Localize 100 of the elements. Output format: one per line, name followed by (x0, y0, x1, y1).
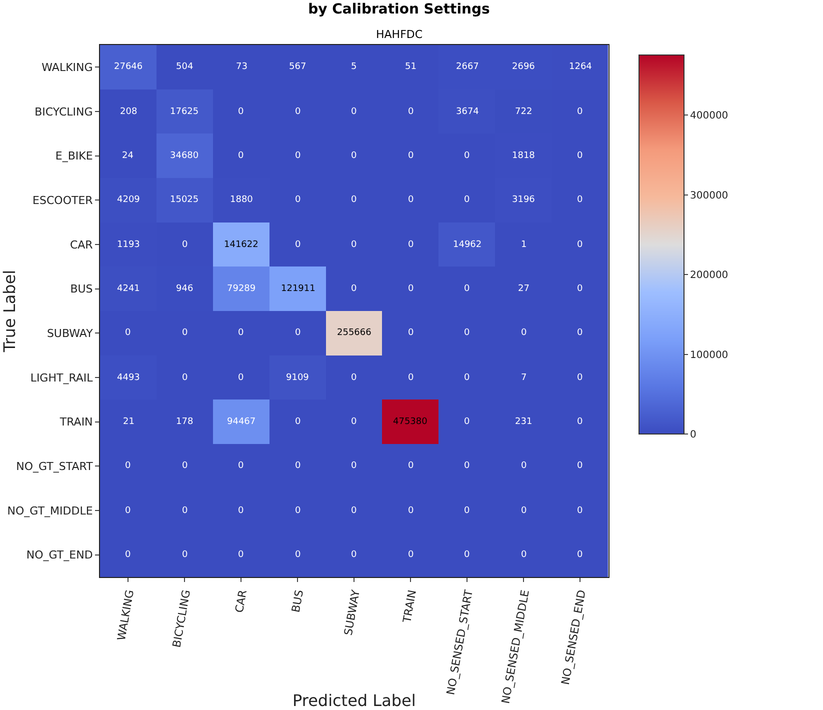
data-label: 0 (577, 417, 583, 427)
data-label: 0 (408, 373, 414, 383)
data-label: 0 (238, 151, 244, 161)
color-bar-label: 200000 (690, 270, 728, 282)
data-label: 0 (125, 550, 131, 560)
data-label: 0 (408, 328, 414, 338)
data-label: 0 (464, 550, 470, 560)
data-label: 73 (236, 62, 248, 72)
data-label: 0 (351, 550, 357, 560)
data-label: 1818 (512, 151, 536, 161)
data-label: 0 (351, 195, 357, 205)
data-label: 2667 (456, 62, 479, 72)
data-label: 567 (289, 62, 306, 72)
data-label: 0 (238, 461, 244, 471)
y-tick-label: BICYCLING (34, 105, 93, 118)
data-label: 0 (351, 284, 357, 294)
y-tick-label: NO_GT_END (26, 548, 93, 562)
y-tick-label: WALKING (42, 61, 93, 74)
x-tick-label: CAR (232, 588, 250, 614)
data-label: 0 (125, 328, 131, 338)
data-label: 0 (577, 107, 583, 117)
data-label: 14962 (453, 240, 482, 250)
color-bar-label: 0 (690, 430, 696, 440)
data-label: 0 (182, 373, 188, 383)
data-label: 0 (182, 328, 188, 338)
data-label: 0 (521, 506, 527, 516)
x-tick-label: WALKING (114, 588, 137, 642)
chart-title: by Calibration Settings (308, 1, 490, 18)
data-label: 231 (515, 417, 532, 427)
data-label: 0 (464, 373, 470, 383)
data-label: 0 (408, 240, 414, 250)
data-label: 15025 (170, 195, 199, 205)
data-label: 0 (182, 240, 188, 250)
color-bar-label: 100000 (690, 350, 728, 361)
data-label: 0 (182, 461, 188, 471)
data-label: 0 (408, 461, 414, 471)
data-label: 0 (577, 195, 583, 205)
data-label: 0 (464, 417, 470, 427)
data-label: 0 (351, 461, 357, 471)
data-label: 0 (464, 328, 470, 338)
data-label: 0 (182, 506, 188, 516)
data-label: 7 (521, 373, 527, 383)
data-label: 1193 (117, 240, 140, 250)
data-label: 0 (577, 328, 583, 338)
data-label: 0 (238, 373, 244, 383)
data-label: 504 (176, 62, 194, 72)
data-label: 255666 (337, 328, 372, 338)
y-axis-title: True Label (0, 270, 19, 354)
data-label: 0 (125, 461, 131, 471)
data-label: 0 (408, 506, 414, 516)
color-bar-label: 300000 (690, 190, 728, 202)
y-tick-label: NO_GT_MIDDLE (7, 504, 93, 518)
data-label: 79289 (227, 284, 256, 294)
y-tick-label: LIGHT_RAIL (30, 371, 94, 384)
data-label: 4493 (117, 373, 140, 383)
data-label: 0 (521, 328, 527, 338)
data-label: 121911 (281, 284, 316, 294)
data-label: 946 (176, 284, 194, 294)
data-label: 9109 (286, 373, 310, 383)
data-label: 0 (464, 284, 470, 294)
data-label: 21 (123, 417, 134, 427)
data-label: 0 (464, 461, 470, 471)
data-label: 0 (295, 550, 301, 560)
data-label: 0 (295, 195, 301, 205)
data-label: 0 (182, 550, 188, 560)
data-label: 27 (518, 284, 530, 294)
data-label: 0 (125, 506, 131, 516)
x-axis-title: Predicted Label (292, 691, 416, 710)
data-label: 0 (577, 284, 583, 294)
y-tick-label: CAR (70, 238, 94, 252)
data-label: 0 (577, 461, 583, 471)
data-label: 0 (408, 107, 414, 117)
x-tick-label: SUBWAY (342, 588, 363, 636)
data-label: 0 (295, 151, 301, 161)
data-label: 141622 (224, 240, 258, 250)
data-label: 0 (464, 506, 470, 516)
data-label: 0 (351, 506, 357, 516)
data-label: 0 (238, 107, 244, 117)
data-label: 94467 (227, 417, 256, 427)
data-label: 1264 (569, 62, 592, 72)
y-tick-label: ESCOOTER (32, 194, 94, 208)
data-label: 51 (405, 62, 416, 72)
data-label: 0 (238, 328, 244, 338)
data-label: 0 (521, 461, 527, 471)
data-label: 0 (521, 550, 527, 560)
data-label: 0 (238, 550, 244, 560)
data-label: 0 (295, 506, 301, 516)
data-label: 0 (577, 506, 583, 516)
data-label: 0 (295, 328, 301, 338)
data-label: 17625 (170, 107, 199, 117)
data-label: 2696 (512, 62, 536, 72)
data-label: 0 (577, 373, 583, 383)
chart-subtitle: HAHFDC (376, 28, 423, 41)
data-label: 0 (408, 284, 414, 294)
data-label: 24 (122, 151, 134, 161)
x-tick-label: BICYCLING (170, 588, 194, 648)
data-label: 0 (295, 240, 301, 250)
data-label: 0 (351, 240, 357, 250)
x-tick-label: TRAIN (400, 588, 419, 625)
data-label: 0 (295, 417, 301, 427)
